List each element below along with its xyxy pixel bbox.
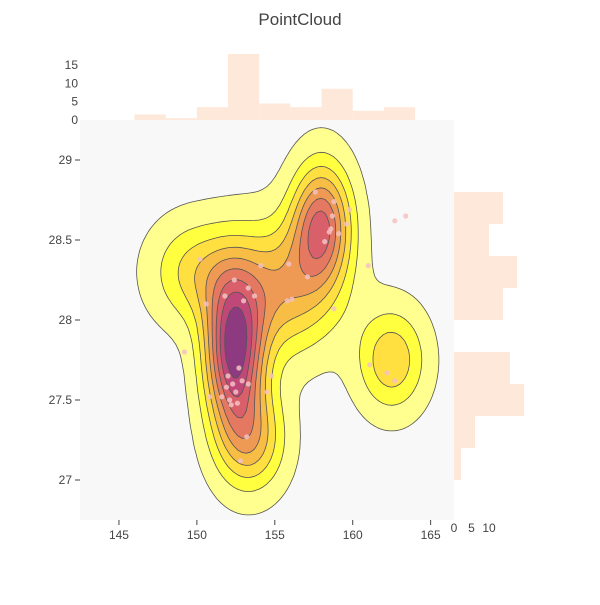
scatter-point	[286, 261, 292, 267]
scatter-point	[241, 298, 247, 304]
scatter-point	[392, 378, 398, 384]
contour-line-level-3	[177, 165, 410, 478]
scatter-point	[234, 400, 240, 406]
right-histogram: 0 5 10	[451, 192, 524, 535]
scatter-point	[228, 402, 234, 408]
scatter-point	[222, 293, 228, 299]
scatter-point	[264, 389, 270, 395]
top-histogram-tick-label: 0	[71, 113, 78, 127]
contour-line-level-7	[215, 210, 331, 419]
scatter-point	[236, 365, 242, 371]
scatter-point	[347, 207, 353, 213]
scatter-point	[251, 293, 258, 299]
x-axis: 145 150 155 160 165	[109, 520, 441, 542]
y-axis: 27 27.5 28 28.5 29	[49, 153, 80, 487]
right-histogram-tick-label: 0	[451, 521, 458, 535]
scatter-point	[343, 221, 350, 227]
scatter-point	[331, 199, 337, 205]
scatter-point	[384, 370, 390, 376]
scatter-point	[239, 378, 245, 384]
contour-line-level-1	[136, 127, 440, 516]
y-tick-label: 28.5	[49, 233, 73, 247]
top-histogram-tick-label: 15	[65, 58, 79, 72]
contour-line-level-9	[224, 306, 248, 379]
scatter-point	[284, 298, 290, 304]
scatter-point	[403, 213, 409, 219]
x-tick-label: 155	[265, 528, 285, 542]
right-histogram-tick-label: 10	[482, 521, 496, 535]
top-histogram-bar	[352, 110, 384, 120]
scatter-point	[322, 239, 328, 245]
scatter-point	[206, 394, 212, 400]
right-histogram-bar	[454, 192, 503, 224]
y-tick-label: 27	[59, 473, 73, 487]
scatter-point	[365, 263, 371, 269]
top-histogram-bar	[228, 54, 260, 120]
top-histogram-bar	[165, 118, 197, 120]
x-tick-label: 165	[421, 528, 441, 542]
top-histogram-bar	[259, 103, 291, 120]
y-tick-label: 29	[59, 153, 73, 167]
scatter-point	[329, 213, 335, 219]
scatter-point	[258, 263, 264, 269]
contour-line-level-2	[160, 151, 423, 492]
scatter-point	[219, 394, 225, 400]
right-histogram-bar	[454, 256, 517, 288]
scatter-point	[237, 458, 244, 464]
scatter-point	[336, 231, 342, 237]
scatter-point	[230, 381, 236, 387]
x-tick-label: 150	[187, 528, 207, 542]
right-histogram-bar	[454, 288, 503, 320]
scatter-points	[181, 189, 409, 464]
scatter-point	[289, 296, 295, 302]
scatter-point	[231, 277, 237, 283]
y-tick-label: 27.5	[49, 393, 73, 407]
right-histogram-bar	[454, 384, 524, 416]
scatter-point	[331, 306, 337, 312]
right-histogram-bar	[454, 448, 461, 480]
top-histogram-tick-label: 5	[71, 95, 78, 109]
scatter-point	[223, 384, 230, 390]
top-histogram: 0 5 10 15	[65, 54, 416, 127]
right-histogram-bar	[454, 224, 489, 256]
top-histogram-bar	[290, 107, 322, 120]
y-tick-label: 28	[59, 313, 73, 327]
scatter-point	[326, 229, 332, 235]
top-histogram-bar	[321, 88, 353, 120]
contour-line-level-6	[211, 197, 337, 439]
top-histogram-bar	[383, 107, 416, 120]
scatter-point	[367, 362, 373, 368]
right-histogram-bar	[454, 352, 510, 384]
scatter-point	[245, 381, 251, 387]
scatter-point	[244, 434, 250, 440]
scatter-point	[245, 285, 251, 291]
scatter-point	[181, 349, 187, 355]
scatter-point	[312, 189, 318, 195]
scatter-point	[197, 256, 203, 262]
scatter-point	[225, 373, 231, 379]
scatter-point	[392, 218, 398, 224]
contour-line-level-8	[219, 291, 253, 398]
top-histogram-bar	[134, 114, 166, 120]
scatter-point	[233, 389, 239, 395]
density-contours	[136, 127, 440, 516]
scatter-point	[203, 301, 209, 307]
contour-line-level-4	[194, 177, 347, 466]
x-tick-label: 160	[343, 528, 363, 542]
x-tick-label: 145	[109, 528, 129, 542]
chart-title: PointCloud	[258, 10, 341, 29]
right-histogram-tick-label: 5	[468, 521, 475, 535]
scatter-point	[269, 373, 275, 379]
right-histogram-bar	[454, 416, 475, 448]
top-histogram-tick-label: 10	[65, 76, 79, 90]
top-histogram-bar	[196, 107, 229, 120]
scatter-point	[227, 397, 233, 403]
scatter-point	[304, 274, 311, 280]
